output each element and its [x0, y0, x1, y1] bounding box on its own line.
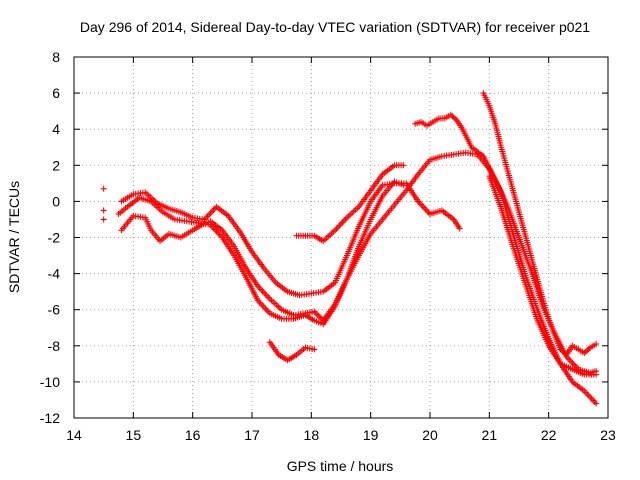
- data-point: [452, 115, 459, 122]
- y-tick-label: 6: [52, 85, 60, 101]
- tick-labels: 14 15 16 17 18 19 20 21 22 23 -12 -10 -8 -6 -4 -2 0 2 4 6 8: [40, 49, 616, 443]
- data-point: [593, 371, 600, 378]
- y-axis-label: SDTVAR / TECUs: [6, 181, 22, 293]
- axis-ticks: [73, 56, 609, 419]
- y-tick-label: 8: [52, 49, 60, 65]
- x-tick-label: 20: [422, 427, 438, 443]
- data-point: [311, 346, 318, 353]
- data-point: [317, 314, 324, 321]
- data-point: [593, 340, 600, 347]
- x-axis-label: GPS time / hours: [287, 458, 394, 474]
- data-point: [314, 311, 321, 318]
- y-tick-label: -12: [40, 410, 60, 426]
- data-point: [315, 313, 322, 320]
- data-point: [456, 225, 463, 232]
- data-point: [450, 114, 457, 121]
- series-track-f: [412, 111, 600, 376]
- y-tick-label: -6: [48, 302, 61, 318]
- y-tick-label: -4: [48, 266, 61, 282]
- series-track-e: [293, 162, 407, 245]
- series-isolated-points: [100, 185, 107, 223]
- x-tick-label: 18: [304, 427, 320, 443]
- data-point: [100, 216, 107, 223]
- series-track-b: [118, 180, 463, 299]
- x-tick-label: 17: [244, 427, 260, 443]
- y-tick-label: -10: [40, 374, 60, 390]
- x-tick-label: 21: [482, 427, 498, 443]
- data-point: [449, 113, 456, 120]
- x-tick-label: 19: [363, 427, 379, 443]
- data-point: [593, 400, 600, 407]
- data-marks: [100, 90, 600, 407]
- x-tick-label: 15: [126, 427, 142, 443]
- data-point: [400, 162, 407, 169]
- y-tick-label: 4: [52, 121, 60, 137]
- y-tick-label: 0: [52, 193, 60, 209]
- series-track-d: [266, 339, 318, 364]
- data-point: [312, 310, 319, 317]
- series-track-c: [118, 149, 600, 407]
- y-tick-label: 2: [52, 157, 60, 173]
- data-point: [100, 185, 107, 192]
- series-track-g: [480, 90, 600, 358]
- data-point: [582, 348, 589, 355]
- x-tick-label: 16: [185, 427, 201, 443]
- data-point: [584, 347, 591, 354]
- chart-title: Day 296 of 2014, Sidereal Day-to-day VTE…: [80, 19, 590, 35]
- x-tick-label: 23: [600, 427, 616, 443]
- x-tick-label: 22: [541, 427, 557, 443]
- x-tick-label: 14: [66, 427, 82, 443]
- data-point: [100, 207, 107, 214]
- y-tick-label: -2: [48, 230, 61, 246]
- y-tick-label: -8: [48, 338, 61, 354]
- series-track-h: [486, 173, 600, 378]
